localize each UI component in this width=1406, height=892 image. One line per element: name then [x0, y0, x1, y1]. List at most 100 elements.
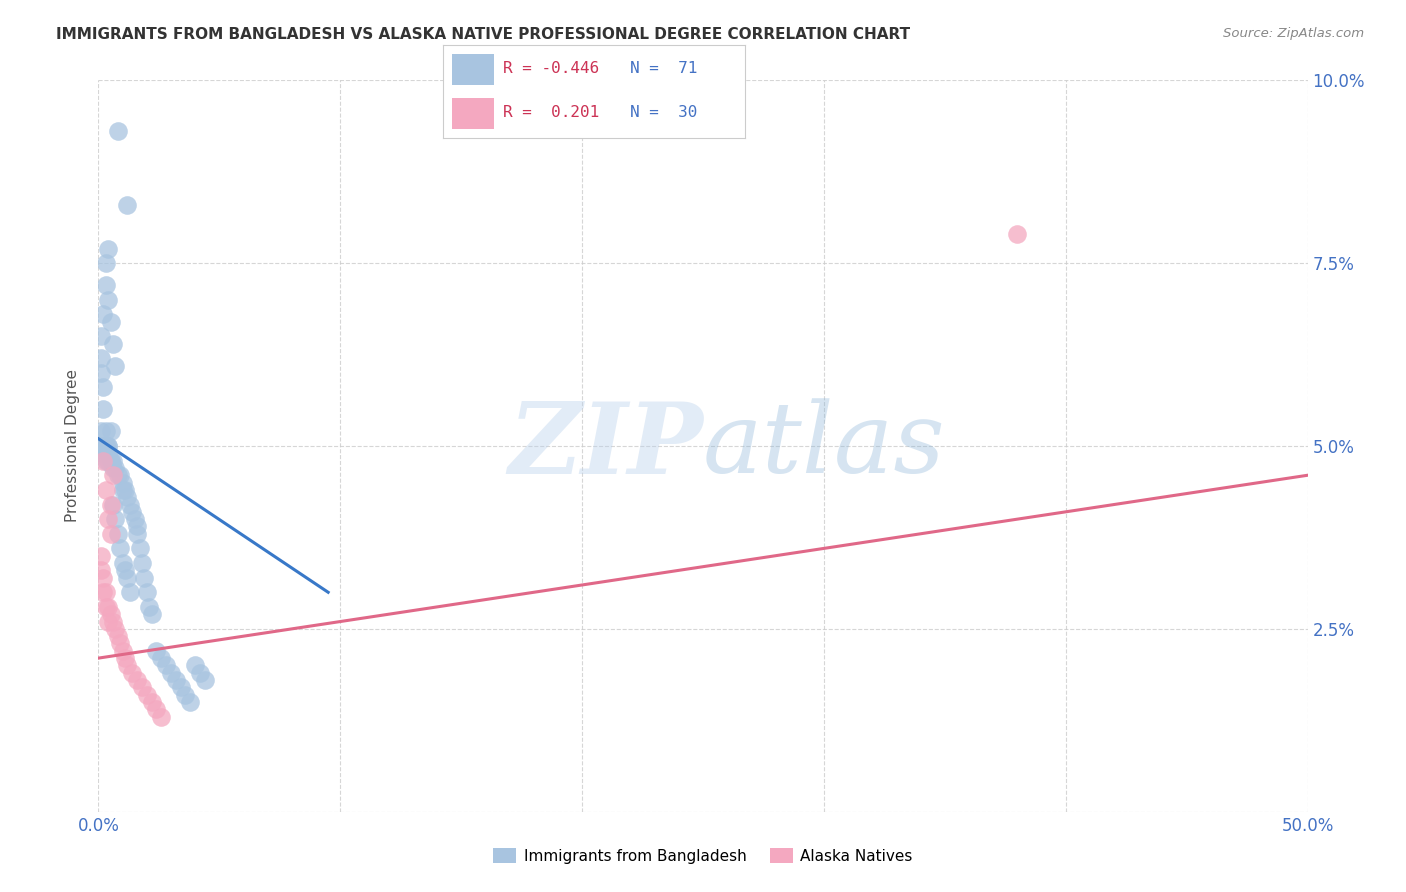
- Text: atlas: atlas: [703, 399, 946, 493]
- Point: [94, 256, 117, 270]
- Point: [131, 681, 153, 695]
- Point: [94, 439, 117, 453]
- Point: [90, 425, 112, 439]
- Point: [114, 563, 136, 577]
- Point: [91, 453, 114, 467]
- Text: IMMIGRANTS FROM BANGLADESH VS ALASKA NATIVE PROFESSIONAL DEGREE CORRELATION CHAR: IMMIGRANTS FROM BANGLADESH VS ALASKA NAT…: [56, 27, 910, 42]
- Point: [194, 673, 217, 687]
- Point: [90, 549, 112, 563]
- Point: [101, 336, 124, 351]
- Point: [160, 665, 183, 680]
- Point: [174, 688, 197, 702]
- Point: [145, 702, 167, 716]
- Point: [108, 636, 131, 650]
- Point: [127, 673, 149, 687]
- Point: [94, 425, 117, 439]
- Point: [117, 571, 139, 585]
- Point: [100, 315, 122, 329]
- Point: [97, 439, 120, 453]
- Point: [141, 607, 163, 622]
- Point: [91, 380, 114, 394]
- Point: [108, 468, 131, 483]
- Point: [150, 709, 173, 723]
- Point: [104, 359, 127, 373]
- Point: [117, 658, 139, 673]
- Point: [100, 425, 122, 439]
- Point: [127, 519, 149, 533]
- Point: [118, 498, 141, 512]
- Point: [131, 556, 153, 570]
- Point: [97, 615, 120, 629]
- Point: [135, 688, 157, 702]
- Point: [97, 439, 120, 453]
- Point: [97, 453, 120, 467]
- Point: [134, 571, 156, 585]
- Point: [90, 351, 112, 366]
- Point: [91, 571, 114, 585]
- Point: [118, 585, 141, 599]
- Point: [138, 599, 160, 614]
- Point: [100, 498, 122, 512]
- Point: [104, 622, 127, 636]
- Text: Source: ZipAtlas.com: Source: ZipAtlas.com: [1223, 27, 1364, 40]
- Point: [100, 526, 122, 541]
- Point: [128, 541, 150, 556]
- Point: [94, 453, 117, 467]
- Point: [90, 563, 112, 577]
- Point: [94, 599, 117, 614]
- Point: [100, 453, 122, 467]
- Point: [90, 366, 112, 380]
- Point: [101, 615, 124, 629]
- Point: [90, 329, 112, 343]
- Text: N =  30: N = 30: [630, 105, 697, 120]
- Point: [155, 658, 177, 673]
- Point: [179, 695, 201, 709]
- Point: [107, 526, 129, 541]
- Point: [91, 585, 114, 599]
- Y-axis label: Professional Degree: Professional Degree: [65, 369, 80, 523]
- Point: [150, 651, 173, 665]
- Point: [97, 512, 120, 526]
- Point: [107, 629, 129, 643]
- Point: [101, 453, 124, 467]
- Point: [104, 512, 127, 526]
- Point: [91, 307, 114, 321]
- Point: [135, 585, 157, 599]
- Point: [94, 278, 117, 293]
- Point: [121, 505, 143, 519]
- Point: [94, 585, 117, 599]
- Point: [117, 490, 139, 504]
- Point: [94, 439, 117, 453]
- Point: [91, 402, 114, 417]
- Point: [94, 483, 117, 497]
- Text: N =  71: N = 71: [630, 62, 697, 77]
- Point: [184, 658, 207, 673]
- Point: [100, 607, 122, 622]
- Text: ZIP: ZIP: [508, 398, 703, 494]
- Legend: Immigrants from Bangladesh, Alaska Natives: Immigrants from Bangladesh, Alaska Nativ…: [488, 842, 918, 870]
- Point: [121, 665, 143, 680]
- Point: [114, 651, 136, 665]
- Point: [101, 498, 124, 512]
- Point: [145, 644, 167, 658]
- Point: [91, 439, 114, 453]
- Point: [97, 599, 120, 614]
- Point: [101, 468, 124, 483]
- Point: [90, 439, 112, 453]
- Point: [165, 673, 187, 687]
- Point: [114, 483, 136, 497]
- Point: [111, 556, 134, 570]
- Point: [101, 461, 124, 475]
- Point: [90, 439, 112, 453]
- FancyBboxPatch shape: [451, 54, 495, 85]
- Text: R =  0.201: R = 0.201: [503, 105, 599, 120]
- Point: [91, 446, 114, 460]
- Point: [107, 468, 129, 483]
- Point: [127, 526, 149, 541]
- Point: [97, 446, 120, 460]
- Point: [97, 242, 120, 256]
- Point: [169, 681, 191, 695]
- Point: [91, 439, 114, 453]
- Point: [117, 197, 139, 211]
- Text: R = -0.446: R = -0.446: [503, 62, 599, 77]
